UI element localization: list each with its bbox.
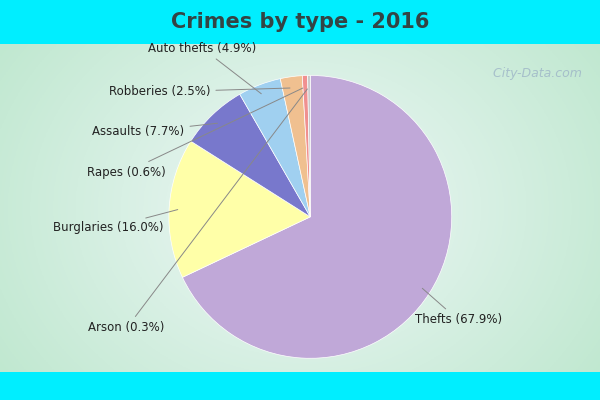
Wedge shape [302,76,310,217]
Wedge shape [280,76,310,217]
Wedge shape [308,76,310,217]
Text: Assaults (7.7%): Assaults (7.7%) [92,123,217,138]
Text: Burglaries (16.0%): Burglaries (16.0%) [53,210,178,234]
Text: Rapes (0.6%): Rapes (0.6%) [88,88,303,178]
Wedge shape [169,141,310,277]
Text: Arson (0.3%): Arson (0.3%) [88,89,307,334]
Text: Thefts (67.9%): Thefts (67.9%) [415,288,502,326]
Text: Robberies (2.5%): Robberies (2.5%) [109,86,290,98]
Text: City-Data.com: City-Data.com [489,67,582,80]
Text: Crimes by type - 2016: Crimes by type - 2016 [171,12,429,32]
Text: Auto thefts (4.9%): Auto thefts (4.9%) [148,42,261,94]
Wedge shape [182,76,452,358]
Wedge shape [240,79,310,217]
Wedge shape [191,94,310,217]
